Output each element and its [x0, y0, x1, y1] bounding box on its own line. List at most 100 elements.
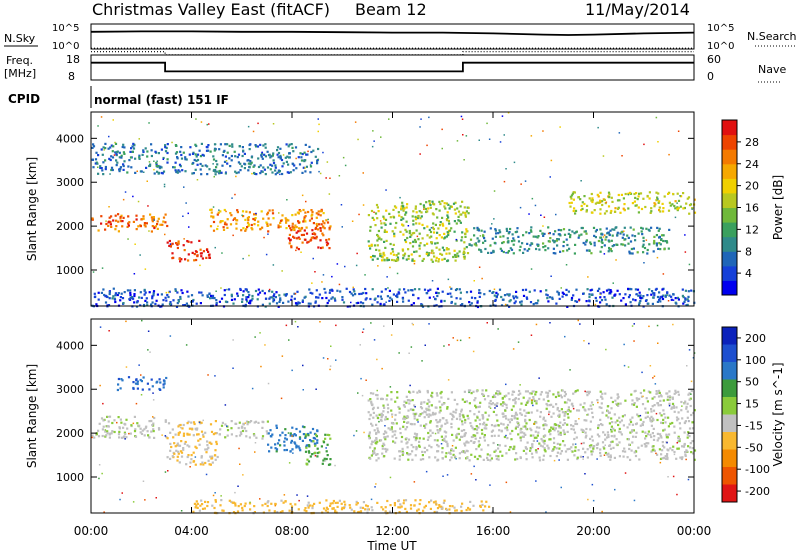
velocity-scatter-cell — [361, 331, 364, 333]
power-scatter-cell — [549, 176, 551, 178]
velocity-echo-cell — [623, 447, 626, 450]
power-echo-cell — [446, 292, 449, 295]
power-echo-cell — [432, 222, 435, 225]
power-echo-cell — [104, 168, 107, 171]
velocity-echo-cell — [438, 420, 441, 423]
velocity-echo-cell — [600, 423, 603, 426]
power-echo-cell — [120, 292, 123, 295]
velocity-scatter-cell — [668, 404, 671, 407]
power-echo-cell — [310, 217, 313, 220]
power-echo-cell — [647, 302, 650, 305]
velocity-echo-cell — [596, 447, 599, 450]
velocity-echo-cell — [121, 379, 124, 382]
power-echo-cell — [201, 164, 204, 167]
velocity-echo-cell — [560, 408, 563, 411]
power-echo-cell — [677, 199, 681, 202]
range-tick-label: 1000 — [56, 471, 84, 484]
velocity-echo-cell — [519, 412, 522, 415]
velocity-echo-cell — [449, 412, 452, 415]
power-echo-cell — [201, 153, 204, 156]
velocity-echo-cell — [439, 409, 442, 412]
power-echo-cell — [276, 153, 279, 156]
velocity-echo-cell — [141, 429, 144, 432]
velocity-echo-cell — [268, 509, 271, 512]
velocity-echo-cell — [429, 429, 432, 432]
colorbar-tick-label: 50 — [745, 376, 759, 389]
power-echo-cell — [637, 195, 640, 198]
velocity-echo-cell — [457, 432, 460, 436]
power-scatter-cell — [199, 264, 201, 267]
velocity-echo-cell — [303, 426, 306, 429]
velocity-echo-cell — [192, 510, 195, 513]
power-echo-cell — [493, 294, 496, 297]
power-echo-cell — [166, 161, 169, 164]
colorbar-swatch — [722, 327, 737, 345]
power-echo-cell — [489, 227, 492, 230]
velocity-echo-cell — [610, 430, 613, 433]
velocity-echo-cell — [563, 418, 566, 421]
power-echo-cell — [223, 208, 226, 212]
power-echo-cell — [468, 243, 471, 246]
power-echo-cell — [292, 163, 295, 166]
power-echo-cell — [604, 298, 607, 301]
power-echo-cell — [376, 244, 379, 247]
velocity-echo-cell — [275, 448, 279, 451]
power-echo-cell — [441, 216, 444, 219]
power-echo-cell — [248, 211, 251, 214]
power-echo-cell — [426, 242, 429, 245]
velocity-echo-cell — [667, 416, 670, 419]
power-echo-cell — [465, 291, 469, 294]
power-echo-cell — [392, 243, 395, 246]
velocity-echo-cell — [540, 437, 543, 441]
power-echo-cell — [538, 248, 541, 251]
velocity-echo-cell — [294, 434, 297, 437]
velocity-scatter-cell — [119, 498, 121, 501]
velocity-echo-cell — [343, 500, 346, 503]
power-scatter-cell — [336, 263, 339, 265]
power-echo-cell — [377, 237, 380, 240]
velocity-echo-cell — [475, 448, 478, 451]
power-echo-cell — [570, 194, 574, 197]
velocity-echo-cell — [370, 422, 373, 425]
power-echo-cell — [259, 143, 262, 146]
power-echo-cell — [249, 160, 252, 163]
power-echo-cell — [544, 249, 547, 252]
velocity-echo-cell — [531, 443, 534, 446]
velocity-echo-cell — [282, 501, 285, 504]
power-echo-cell — [316, 224, 319, 227]
velocity-echo-cell — [559, 431, 562, 434]
power-echo-cell — [465, 246, 468, 249]
power-echo-cell — [100, 215, 103, 218]
power-scatter-cell — [676, 202, 678, 204]
velocity-echo-cell — [691, 447, 694, 450]
power-scatter-cell — [167, 291, 170, 294]
velocity-scatter-cell — [357, 392, 359, 394]
velocity-echo-cell — [634, 435, 637, 438]
power-echo-cell — [372, 218, 376, 221]
power-echo-cell — [411, 289, 414, 292]
power-scatter-cell — [109, 173, 111, 175]
velocity-echo-cell — [524, 403, 528, 406]
velocity-echo-cell — [383, 455, 386, 458]
velocity-echo-cell — [139, 378, 142, 382]
power-scatter-cell — [344, 265, 346, 268]
velocity-scatter-cell — [616, 404, 618, 406]
power-echo-cell — [632, 298, 635, 301]
velocity-echo-cell — [382, 442, 385, 445]
power-echo-cell — [112, 295, 115, 298]
velocity-echo-cell — [398, 458, 401, 461]
velocity-echo-cell — [144, 426, 147, 429]
velocity-echo-cell — [284, 437, 287, 440]
velocity-echo-cell — [436, 439, 439, 442]
power-echo-cell — [314, 155, 317, 158]
velocity-echo-cell — [243, 504, 246, 508]
power-scatter-cell — [127, 238, 129, 240]
power-echo-cell — [588, 293, 591, 296]
velocity-echo-cell — [405, 395, 408, 398]
power-echo-cell — [407, 254, 410, 258]
velocity-echo-cell — [544, 419, 547, 422]
power-echo-cell — [580, 204, 583, 207]
power-echo-cell — [582, 292, 585, 295]
velocity-echo-cell — [479, 505, 482, 508]
